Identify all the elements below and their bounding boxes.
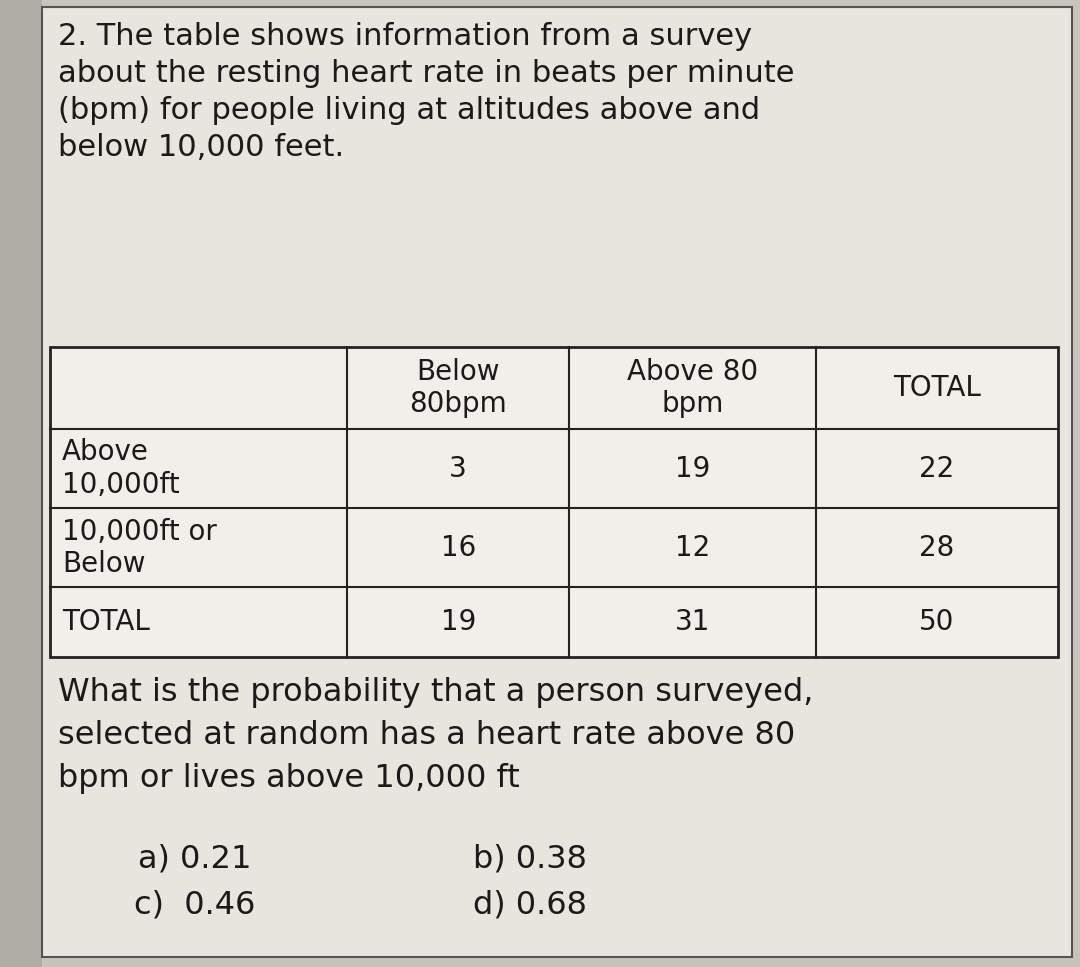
Text: 31: 31 xyxy=(675,608,711,636)
Text: 16: 16 xyxy=(441,534,476,562)
Text: 22: 22 xyxy=(919,454,955,483)
Text: Above
10,000ft: Above 10,000ft xyxy=(62,438,179,499)
Bar xyxy=(50,347,1058,657)
Text: 19: 19 xyxy=(675,454,711,483)
Text: Above 80
bpm: Above 80 bpm xyxy=(627,358,758,419)
Text: d) 0.68: d) 0.68 xyxy=(473,890,588,921)
Text: TOTAL: TOTAL xyxy=(62,608,150,636)
Text: 19: 19 xyxy=(441,608,476,636)
Text: Below
80bpm: Below 80bpm xyxy=(409,358,508,419)
Text: 50: 50 xyxy=(919,608,955,636)
Text: 12: 12 xyxy=(675,534,711,562)
Text: 28: 28 xyxy=(919,534,955,562)
Text: b) 0.38: b) 0.38 xyxy=(473,843,588,874)
Text: TOTAL: TOTAL xyxy=(893,374,981,402)
Text: 3: 3 xyxy=(449,454,468,483)
Text: a) 0.21: a) 0.21 xyxy=(138,843,252,874)
Text: 10,000ft or
Below: 10,000ft or Below xyxy=(62,517,217,578)
Text: c)  0.46: c) 0.46 xyxy=(134,890,256,921)
Bar xyxy=(0,0,42,967)
Text: What is the probability that a person surveyed,
selected at random has a heart r: What is the probability that a person su… xyxy=(58,677,813,794)
Text: 2. The table shows information from a survey
about the resting heart rate in bea: 2. The table shows information from a su… xyxy=(58,22,795,162)
